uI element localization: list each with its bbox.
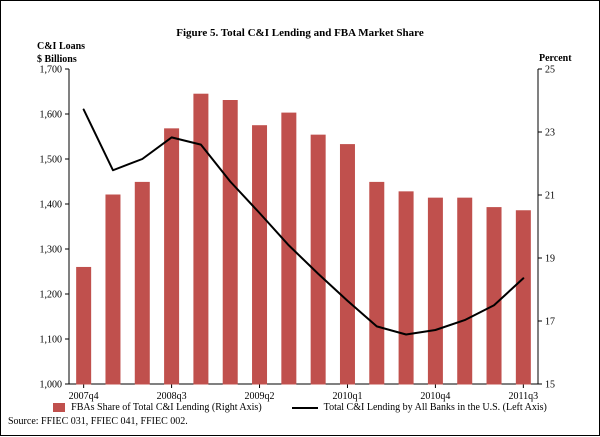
line-series-label: Total C&I Lending by All Banks in the U.…	[323, 402, 547, 413]
x-axis-tick-label: 2007q4	[69, 391, 99, 402]
y-right-tick-label: 23	[545, 128, 555, 139]
y-left-tick-label: 1,000	[40, 380, 63, 391]
bar-2009q2	[252, 125, 268, 385]
y-left-tick-label: 1,400	[40, 200, 63, 211]
bar-2007q4	[76, 266, 92, 385]
bar-series-label: FBAs Share of Total C&I Lending (Right A…	[71, 402, 262, 413]
line-series-swatch	[291, 406, 318, 409]
y-left-tick-label: 1,300	[40, 245, 63, 256]
y-right-tick-label: 21	[545, 191, 555, 202]
x-axis-tick-label: 2008q3	[157, 391, 187, 402]
right-axis-title: Percent	[539, 53, 572, 64]
y-left-tick-label: 1,200	[40, 290, 63, 301]
figure-title: Figure 5. Total C&I Lending and FBA Mark…	[176, 27, 424, 39]
bar-series-swatch	[53, 403, 66, 412]
y-right-tick-label: 17	[545, 317, 555, 328]
bar-2010q3	[398, 191, 414, 385]
x-axis-tick-label: 2010q4	[420, 391, 450, 402]
y-right-tick-label: 25	[545, 65, 555, 76]
bar-2011q1	[457, 197, 473, 385]
bar-2009q3	[281, 112, 297, 385]
bar-2008q4	[193, 93, 209, 385]
bar-2010q4	[427, 197, 443, 385]
y-right-tick-label: 19	[545, 254, 555, 265]
y-left-tick-label: 1,500	[40, 155, 63, 166]
chart-legend: FBAs Share of Total C&I Lending (Right A…	[1, 402, 599, 413]
legend-item-bar: FBAs Share of Total C&I Lending (Right A…	[53, 402, 262, 413]
bar-2011q2	[486, 207, 502, 385]
bar-2008q2	[134, 181, 150, 385]
bar-2009q4	[310, 134, 326, 385]
bar-2009q1	[222, 100, 238, 385]
bar-2010q1	[339, 144, 355, 385]
left-axis-title-line2: $ Billions	[37, 53, 77, 65]
y-right-tick-label: 15	[545, 380, 555, 391]
x-axis-tick-label: 2010q1	[332, 391, 362, 402]
source-note: Source: FFIEC 031, FFIEC 041, FFIEC 002.	[8, 416, 188, 427]
y-left-tick-label: 1,600	[40, 110, 63, 121]
left-axis-title: C&I Loans $ Billions	[37, 41, 85, 66]
bar-2011q3	[515, 210, 531, 385]
x-axis-tick-label: 2011q3	[509, 391, 539, 402]
y-left-tick-label: 1,700	[40, 65, 63, 76]
bar-2008q3	[164, 128, 180, 385]
total-lending-line	[82, 108, 525, 336]
bar-2008q1	[105, 194, 121, 385]
legend-item-line: Total C&I Lending by All Banks in the U.…	[291, 402, 547, 413]
bar-2010q2	[369, 181, 385, 385]
x-axis-tick-label: 2009q2	[245, 391, 275, 402]
y-left-tick-label: 1,100	[40, 335, 63, 346]
left-axis-title-line1: C&I Loans	[37, 41, 86, 52]
